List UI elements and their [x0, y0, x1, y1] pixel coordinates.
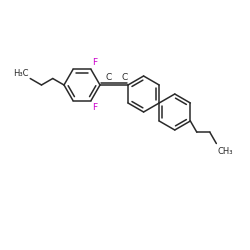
Text: F: F: [92, 102, 97, 112]
Text: H₃C: H₃C: [13, 68, 28, 78]
Text: C: C: [105, 73, 111, 82]
Text: F: F: [92, 58, 97, 68]
Text: C: C: [121, 73, 127, 82]
Text: CH₃: CH₃: [217, 146, 233, 156]
